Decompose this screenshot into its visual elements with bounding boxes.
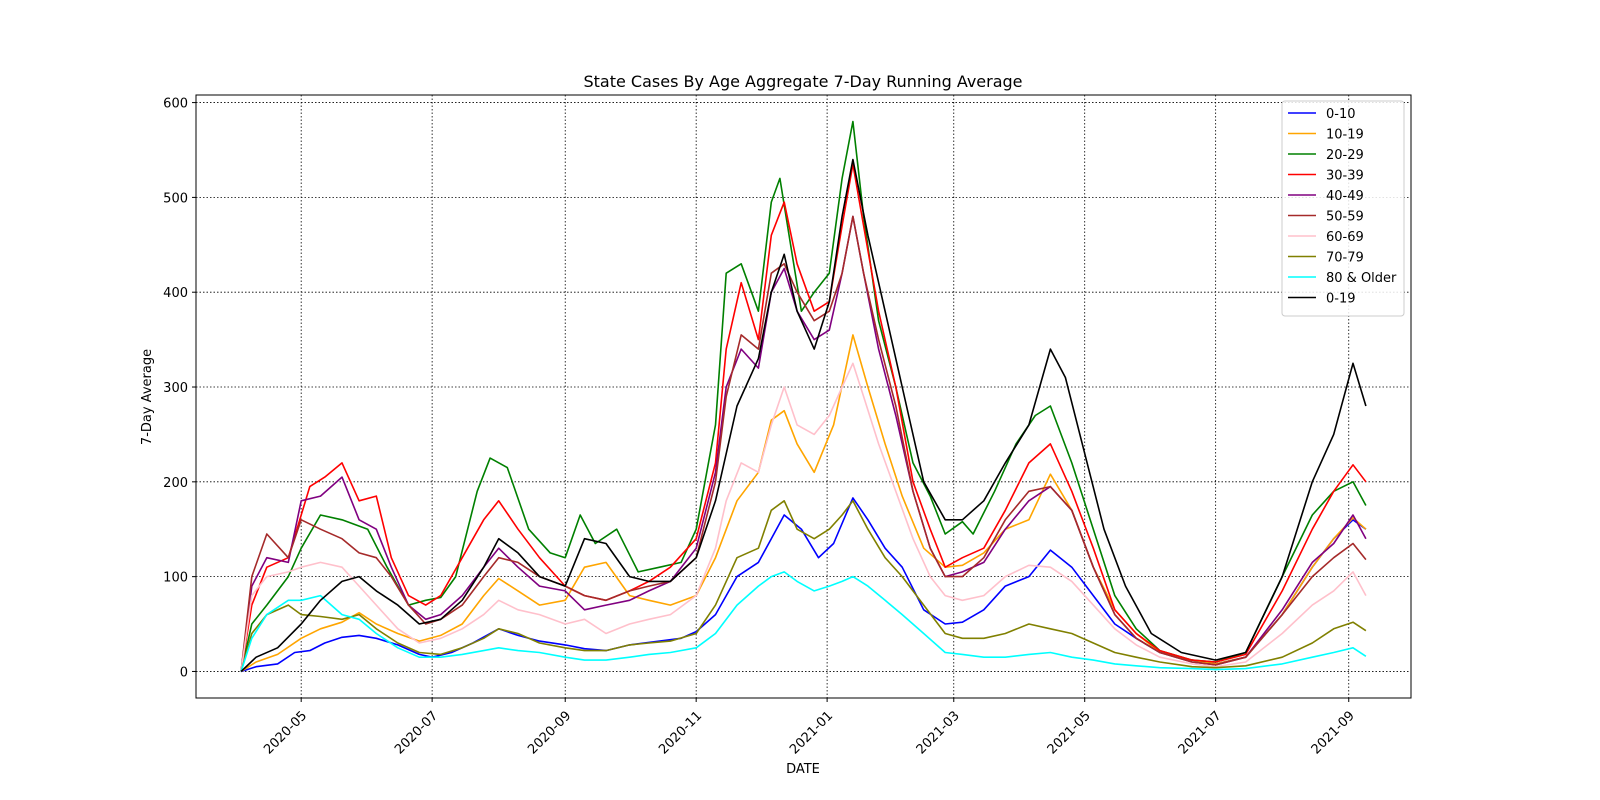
- series-line-1: [240, 334, 1367, 673]
- x-tick-label: 2020-07: [392, 708, 441, 757]
- series-lines: [240, 120, 1367, 673]
- plot-frame: [195, 94, 1412, 699]
- legend-label: 50-59: [1326, 210, 1364, 225]
- y-tick-label: 300: [163, 381, 188, 396]
- legend-label: 70-79: [1326, 251, 1364, 266]
- series-line-8: [240, 571, 1367, 672]
- x-tick-label: 2021-01: [787, 708, 836, 757]
- legend-label: 20-29: [1326, 148, 1364, 163]
- series-line-0: [240, 497, 1367, 673]
- y-axis-label: 7-Day Average: [140, 349, 155, 445]
- series-line-4: [240, 215, 1367, 672]
- series-line-7: [240, 500, 1367, 672]
- legend-label: 0-10: [1326, 107, 1356, 122]
- x-tick-label: 2020-05: [261, 708, 310, 757]
- chart-title: State Cases By Age Aggregate 7-Day Runni…: [583, 72, 1022, 91]
- x-axis-label: DATE: [786, 762, 820, 777]
- y-tick-label: 500: [163, 191, 188, 206]
- legend-label: 60-69: [1326, 230, 1364, 245]
- y-tick-label: 100: [163, 571, 188, 586]
- x-tick-label: 2021-03: [914, 708, 963, 757]
- y-axis: 0 100 200 300 400 500 600: [163, 97, 196, 680]
- x-tick-label: 2021-09: [1309, 708, 1358, 757]
- legend-label: 30-39: [1326, 169, 1364, 184]
- y-tick-label: 0: [180, 665, 188, 680]
- series-line-6: [240, 362, 1367, 672]
- y-tick-label: 400: [163, 286, 188, 301]
- legend-label: 40-49: [1326, 189, 1364, 204]
- series-line-3: [240, 163, 1367, 672]
- x-axis: 2020-05 2020-07 2020-09 2020-11 2021-01 2021-…: [261, 698, 1358, 757]
- x-tick-label: 2020-11: [656, 708, 705, 757]
- y-tick-label: 600: [163, 97, 188, 112]
- series-line-9: [240, 158, 1367, 673]
- x-tick-label: 2021-07: [1176, 708, 1225, 757]
- legend: 0-10 10-19 20-29 30-39 40-49 50-59 60-69 70-79 8…: [1281, 100, 1405, 317]
- legend-label: 10-19: [1326, 128, 1364, 143]
- y-tick-label: 200: [163, 476, 188, 491]
- x-tick-label: 2020-09: [525, 708, 574, 757]
- legend-label: 0-19: [1326, 292, 1356, 307]
- series-line-2: [240, 120, 1367, 672]
- series-line-5: [240, 215, 1367, 672]
- grid-lines: [196, 95, 1411, 698]
- legend-label: 80 & Older: [1326, 271, 1397, 286]
- x-tick-label: 2021-05: [1045, 708, 1094, 757]
